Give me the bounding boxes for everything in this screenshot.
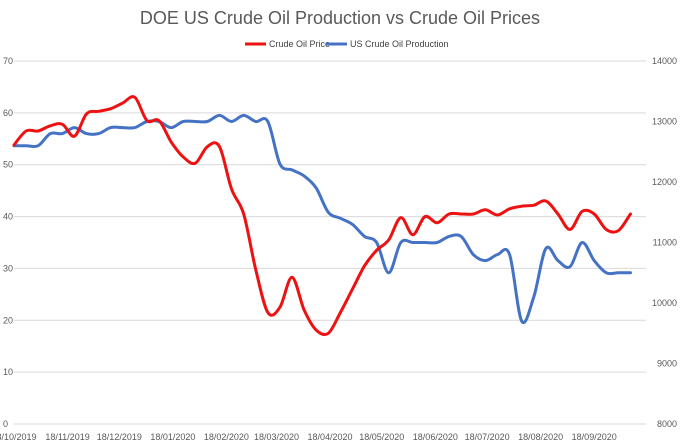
left-axis-tick-label: 0 [3, 419, 8, 429]
legend: Crude Oil Price US Crude Oil Production [245, 39, 449, 49]
left-axis-tick-label: 20 [3, 315, 13, 325]
x-axis-tick-label: 18/01/2020 [150, 432, 195, 442]
right-axis-tick-label: 14000 [652, 56, 677, 66]
left-axis-tick-label: 40 [3, 212, 13, 222]
right-axis-tick-label: 10000 [652, 298, 677, 308]
series-line-us-crude-oil-production [12, 113, 632, 325]
x-axis-tick-label: 18/02/2020 [204, 432, 249, 442]
right-axis-tick-label: 9000 [657, 359, 677, 369]
left-axis-tick-label: 70 [3, 56, 13, 66]
left-axis-tick-label: 10 [3, 367, 13, 377]
x-axis-tick-label: 18/12/2019 [97, 432, 142, 442]
right-axis-tick-label: 8000 [657, 419, 677, 429]
x-axis-tick-label: 18/11/2019 [45, 432, 89, 442]
x-axis-tick-label: 18/10/2019 [0, 432, 37, 442]
series-line-crude-oil-price [12, 95, 632, 337]
legend-label-us-crude-oil-production: US Crude Oil Production [350, 39, 449, 49]
x-axis-ticks: 18/10/2019 18/11/2019 18/12/2019 18/01/2020… [0, 432, 617, 442]
left-axis-ticks: 0 10 20 30 40 50 60 70 [3, 56, 13, 429]
legend-label-crude-oil-price: Crude Oil Price [269, 39, 330, 49]
left-axis-tick-label: 50 [3, 160, 13, 170]
x-axis-tick-label: 18/06/2020 [413, 432, 458, 442]
x-axis-tick-label: 18/05/2020 [359, 432, 404, 442]
right-axis-tick-label: 11000 [653, 238, 677, 248]
right-axis-tick-label: 12000 [652, 177, 677, 187]
right-axis-tick-label: 13000 [652, 117, 677, 127]
chart-title: DOE US Crude Oil Production vs Crude Oil… [140, 8, 540, 28]
x-axis-tick-label: 18/03/2020 [254, 432, 299, 442]
left-axis-tick-label: 60 [3, 108, 13, 118]
x-axis-tick-label: 18/08/2020 [518, 432, 563, 442]
right-axis-ticks: 8000 9000 10000 11000 12000 13000 14000 [652, 56, 677, 429]
left-axis-tick-label: 30 [3, 263, 13, 273]
series-lines [12, 95, 632, 337]
gridlines [14, 60, 646, 425]
x-axis-tick-label: 18/09/2020 [572, 432, 617, 442]
x-axis-tick-label: 18/07/2020 [465, 432, 510, 442]
x-axis-tick-label: 18/04/2020 [307, 432, 352, 442]
